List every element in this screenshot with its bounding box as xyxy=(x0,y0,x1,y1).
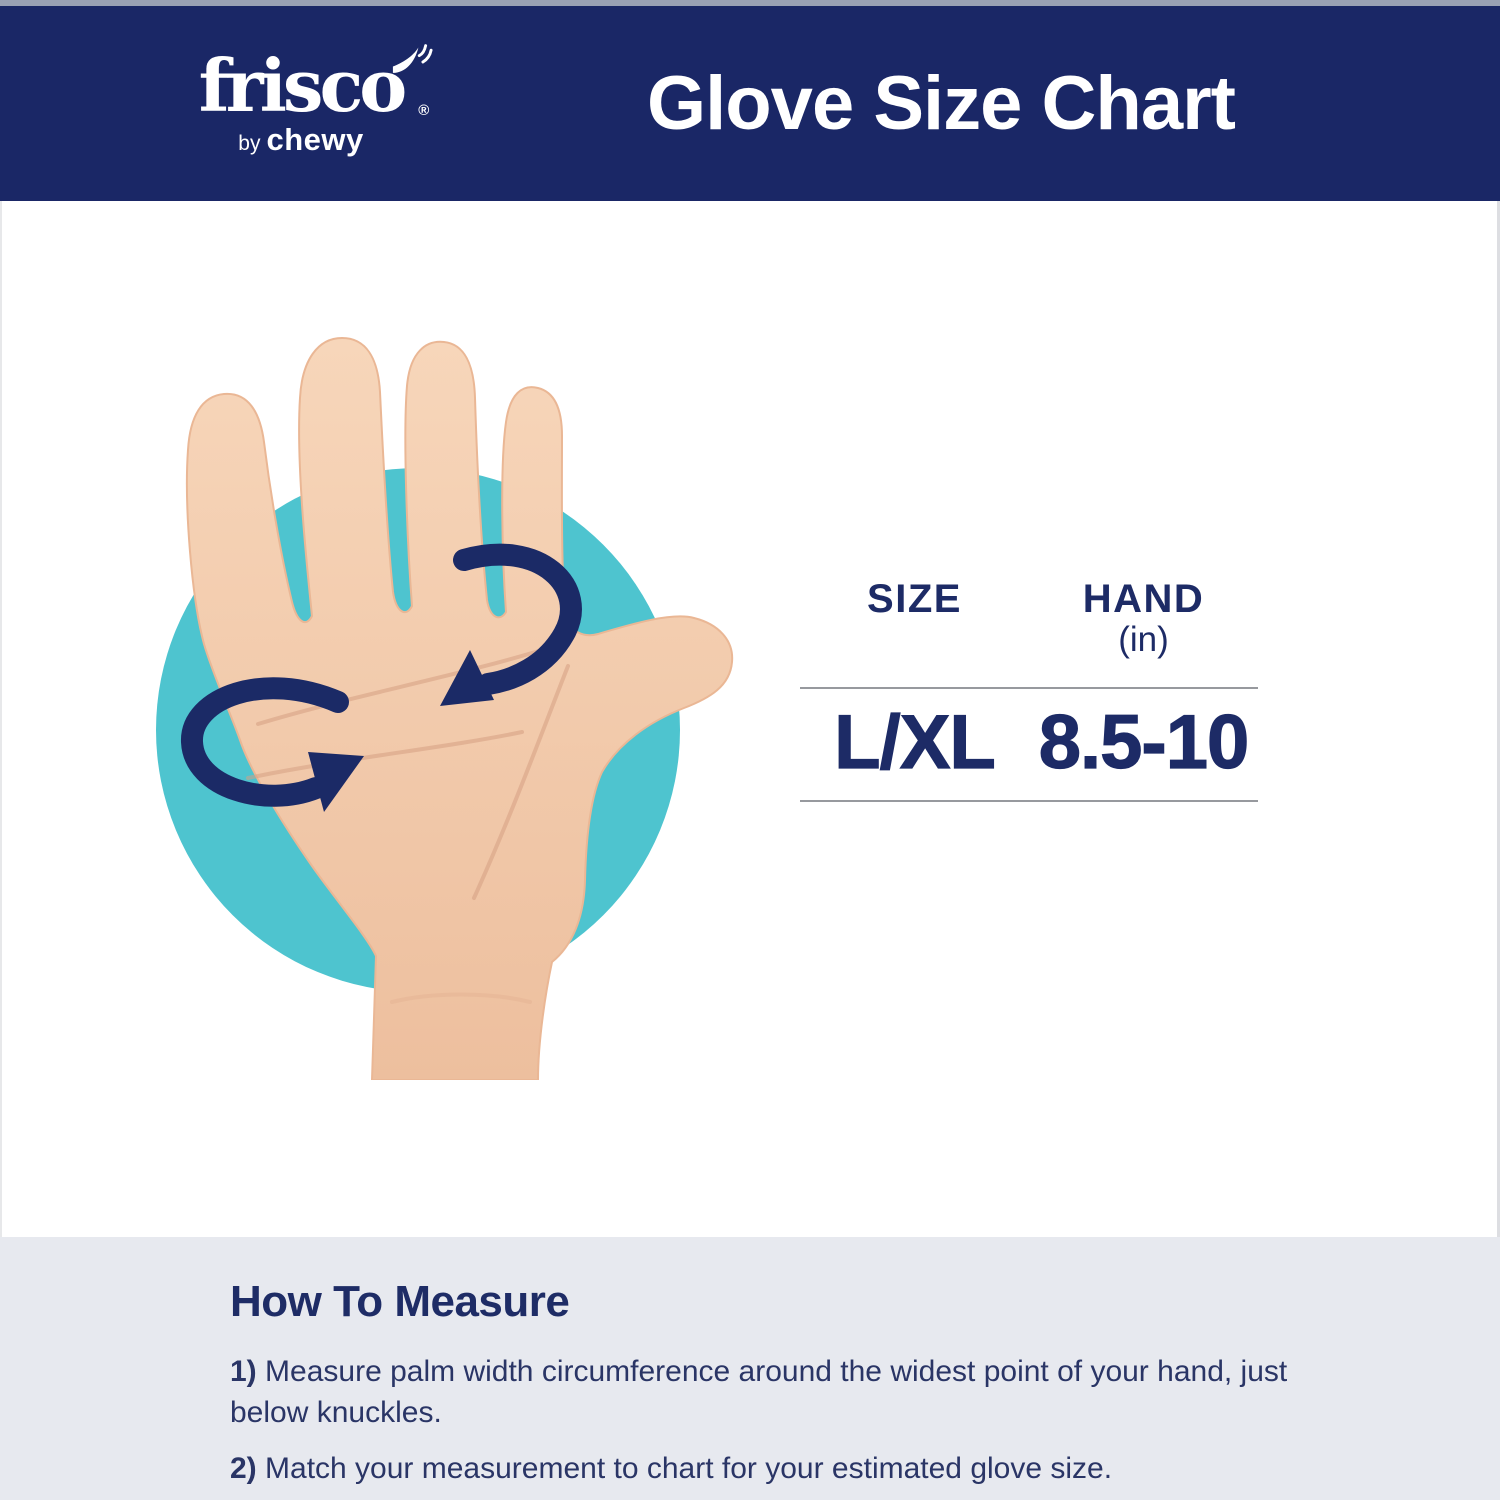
hand-measure-figure xyxy=(140,300,740,1080)
hand-column-unit: (in) xyxy=(1118,620,1169,660)
palm-creases xyxy=(246,644,570,1004)
step-1-number: 1) xyxy=(230,1355,257,1388)
frisco-wordmark: frisco ® xyxy=(199,43,433,121)
frisco-logo: frisco ® by chewy xyxy=(165,43,437,155)
step-1-text: Measure palm width circumference around … xyxy=(230,1355,1288,1430)
step-2-text: Match your measurement to chart for your… xyxy=(265,1451,1113,1485)
hand-value: 8.5-10 xyxy=(1038,699,1250,785)
frisco-brand-text: frisco xyxy=(198,42,408,128)
size-value: L/XL xyxy=(834,699,997,785)
column-header-size: SIZE xyxy=(800,577,1029,659)
measure-step-2: 2) Match your measurement to chart for y… xyxy=(230,1448,1350,1489)
measure-arrow-right-icon xyxy=(440,543,582,706)
measure-arrow-left-icon xyxy=(181,677,364,812)
step-2-number: 2) xyxy=(230,1451,257,1485)
size-table: SIZE HAND (in) L/XL 8.5-10 xyxy=(800,577,1258,802)
how-to-measure-heading: How To Measure xyxy=(230,1277,570,1326)
byline-by-text: by xyxy=(238,132,261,156)
column-header-hand: HAND (in) xyxy=(1029,577,1258,660)
size-column-label: SIZE xyxy=(867,577,962,621)
table-divider-bottom xyxy=(800,799,1258,802)
size-table-header: SIZE HAND (in) xyxy=(800,577,1258,660)
page-title: Glove Size Chart xyxy=(647,61,1236,146)
open-palm-hand xyxy=(185,336,734,1080)
top-edge-strip xyxy=(0,0,1500,6)
byline: by chewy xyxy=(165,124,437,155)
logo-tail-icon xyxy=(393,43,433,73)
palm-illustration xyxy=(156,336,734,1080)
how-to-measure-section: How To Measure 1) Measure palm width cir… xyxy=(0,1237,1500,1500)
header-banner: frisco ® by chewy Glove Size Chart xyxy=(0,6,1500,201)
measure-step-1: 1) Measure palm width circumference arou… xyxy=(230,1351,1350,1434)
hand-column-label: HAND xyxy=(1082,577,1205,621)
chewy-wordmark: chewy xyxy=(266,122,364,158)
table-row: L/XL 8.5-10 xyxy=(800,689,1258,800)
table-divider-top xyxy=(800,686,1258,689)
registered-trademark: ® xyxy=(418,102,430,120)
